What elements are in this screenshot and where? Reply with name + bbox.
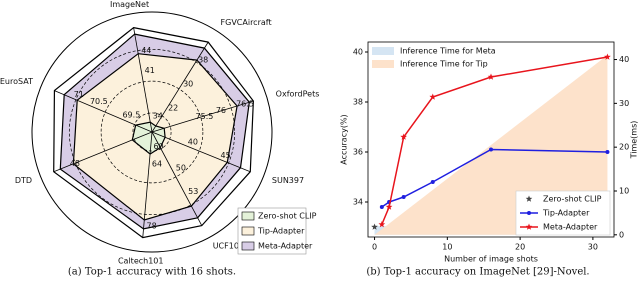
axis-label: OxfordPets [276, 90, 320, 99]
legend-label: Tip-Adapter [542, 209, 590, 218]
spoke [142, 131, 153, 238]
legend-swatch [372, 47, 394, 55]
legend-label: Meta-Adapter [543, 223, 598, 232]
y2-tick-label: 20 [619, 143, 629, 152]
radial-tick-label: 70.5 [90, 97, 108, 106]
axis-label: Caltech101 [118, 256, 164, 265]
legend-label: Tip-Adapter [257, 227, 305, 236]
ring [68, 48, 236, 216]
spoke [151, 41, 209, 133]
axis-label: SUN397 [272, 176, 304, 185]
marker [430, 180, 435, 184]
marker [604, 53, 611, 60]
y-tick-label: 40 [353, 48, 363, 57]
x-tick-label: 10 [442, 243, 452, 252]
spoke [151, 131, 203, 226]
marker [401, 195, 406, 199]
y-tick-label: 38 [353, 98, 363, 107]
marker [429, 93, 437, 100]
legend-label: Zero-shot CLIP [258, 212, 317, 221]
radial-tick-label: 48 [70, 159, 80, 168]
caption: (b) Top-1 accuracy on ImageNet [29]-Nove… [366, 267, 589, 278]
y-tick-label: 36 [353, 148, 363, 157]
radial-tick-label: 34 [153, 111, 163, 120]
y2-axis-label: Time(ms) [630, 121, 639, 160]
legend-label: Meta-Adapter [258, 242, 313, 251]
spoke [151, 131, 251, 173]
marker [525, 223, 533, 230]
y-axis-label: Accuracy(%) [340, 114, 349, 164]
x-tick-label: 0 [372, 243, 377, 252]
radial-tick-label: 44 [141, 46, 151, 55]
radial-tick-label: 50 [176, 163, 186, 172]
radial-tick-label: 75.5 [196, 112, 214, 121]
caption: (a) Top-1 accuracy with 16 shots. [68, 267, 236, 278]
radial-tick-label: 76.5 [236, 100, 254, 109]
radial-tick-label: 76 [216, 106, 226, 115]
radial-tick-label: 71 [74, 90, 84, 99]
marker [371, 223, 378, 230]
axis-label: DTD [15, 176, 32, 185]
axis-label: UCF101 [213, 242, 244, 251]
radial-tick-label: 45 [221, 151, 231, 160]
plot-frame [367, 41, 615, 238]
radial-tick-label: 22 [168, 104, 178, 113]
spoke [53, 131, 153, 173]
outer-circle [31, 11, 273, 253]
x-axis-label: Number of image shots [444, 255, 538, 264]
y2-tick-label: 0 [619, 230, 624, 239]
radial-tick-label: 60 [153, 142, 163, 151]
legend-swatch [241, 226, 255, 236]
spoke [54, 90, 153, 133]
y-tick-label: 34 [353, 198, 363, 207]
axis-label: ImageNet [110, 0, 149, 9]
legend-label: Inference Time for Tip [400, 60, 488, 69]
x-tick-label: 30 [588, 243, 598, 252]
radial-tick-label: 69.5 [122, 111, 140, 120]
marker [379, 205, 384, 209]
legend-label: Zero-shot CLIP [543, 195, 602, 204]
y2-tick-label: 30 [619, 99, 629, 108]
marker [378, 221, 386, 228]
marker [527, 211, 531, 215]
ring [132, 112, 172, 152]
time-area [374, 55, 608, 235]
legend-swatch [241, 211, 255, 221]
marker [385, 203, 393, 210]
radial-tick-label: 30 [183, 80, 193, 89]
radial-tick-label: 41 [145, 66, 155, 75]
radial-tick-label: 38 [198, 56, 208, 65]
axis-label: EuroSAT [0, 77, 33, 86]
y2-tick-label: 10 [619, 186, 629, 195]
spoke [151, 100, 254, 133]
marker [400, 133, 407, 140]
radial-tick-label: 40 [188, 138, 198, 147]
marker [605, 150, 610, 154]
radial-tick-label: 64 [152, 160, 162, 169]
radial-tick-label: 53 [188, 187, 198, 196]
marker [525, 195, 533, 202]
spoke [133, 27, 153, 133]
legend-swatch [241, 241, 255, 251]
marker [489, 147, 493, 152]
legend-label: Inference Time for Meta [400, 47, 496, 56]
y2-tick-label: 40 [619, 55, 629, 64]
ring [100, 80, 204, 184]
series-line [381, 56, 608, 225]
legend-swatch [372, 60, 394, 68]
marker [487, 73, 495, 80]
axis-label: FGVCAircraft [221, 18, 272, 27]
radial-tick-label: 78 [147, 221, 157, 230]
x-tick-label: 20 [515, 243, 525, 252]
